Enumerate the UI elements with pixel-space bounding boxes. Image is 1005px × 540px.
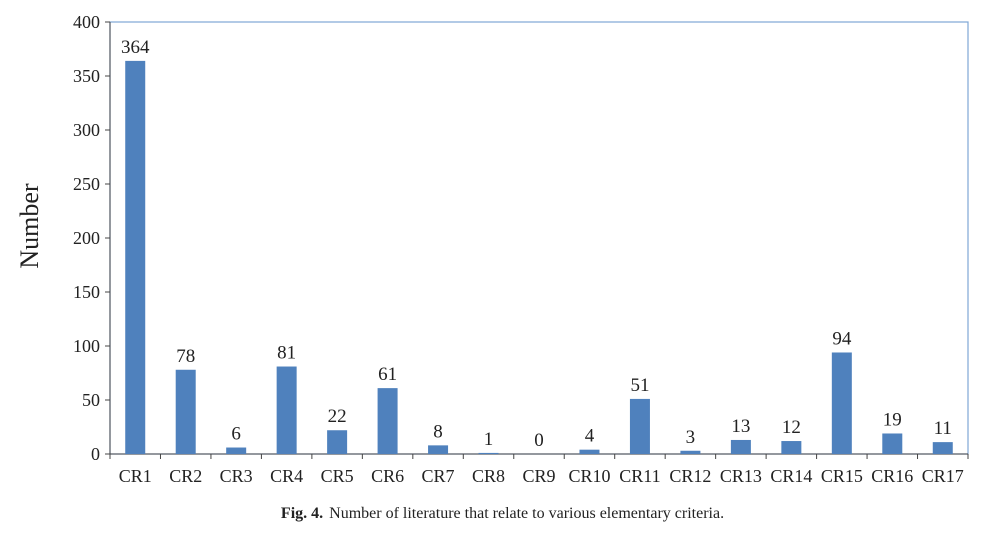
x-tick-label-cr17: CR17 <box>922 466 964 486</box>
y-tick-label: 400 <box>73 12 100 32</box>
bar-cr17 <box>932 442 953 454</box>
y-tick-label: 300 <box>73 120 100 140</box>
x-tick-label-cr13: CR13 <box>720 466 762 486</box>
y-tick-label: 0 <box>91 444 100 464</box>
bar-cr16 <box>882 433 903 454</box>
data-label-cr11: 51 <box>630 375 649 396</box>
y-tick-label: 50 <box>82 390 100 410</box>
bar-cr15 <box>831 352 852 454</box>
data-label-cr12: 3 <box>686 427 696 448</box>
x-tick-label-cr7: CR7 <box>422 466 455 486</box>
data-label-cr7: 8 <box>433 421 443 442</box>
x-tick-label-cr9: CR9 <box>522 466 555 486</box>
bar-cr4 <box>276 366 297 454</box>
data-label-cr4: 81 <box>277 343 296 364</box>
y-tick-label: 250 <box>73 174 100 194</box>
data-label-cr5: 22 <box>328 406 347 427</box>
data-label-cr3: 6 <box>231 424 241 445</box>
data-label-cr13: 13 <box>731 416 750 437</box>
bar-cr8 <box>478 452 499 454</box>
data-label-cr6: 61 <box>378 364 397 385</box>
data-label-cr17: 11 <box>934 418 952 439</box>
x-tick-label-cr10: CR10 <box>568 466 610 486</box>
bar-cr12 <box>680 450 701 454</box>
x-tick-label-cr16: CR16 <box>871 466 913 486</box>
data-label-cr16: 19 <box>883 409 902 430</box>
data-label-cr1: 364 <box>121 37 150 58</box>
x-tick-label-cr3: CR3 <box>220 466 253 486</box>
bar-cr10 <box>579 449 600 454</box>
data-label-cr15: 94 <box>832 328 852 349</box>
x-tick-label-cr2: CR2 <box>169 466 202 486</box>
caption-text: Number of literature that relate to vari… <box>329 505 725 522</box>
y-axis-label: Number <box>15 183 44 269</box>
data-label-cr9: 0 <box>534 430 544 451</box>
bar-cr2 <box>175 369 196 454</box>
bar-cr1 <box>125 60 146 454</box>
data-label-cr2: 78 <box>176 346 195 367</box>
bar-cr13 <box>730 439 751 454</box>
bar-cr7 <box>428 445 449 454</box>
data-label-cr14: 12 <box>782 417 801 438</box>
bar-cr6 <box>377 388 398 454</box>
bar-cr11 <box>629 398 650 454</box>
data-label-cr8: 1 <box>484 429 494 450</box>
x-tick-label-cr1: CR1 <box>119 466 152 486</box>
x-tick-label-cr4: CR4 <box>270 466 303 486</box>
bar-cr14 <box>781 441 802 454</box>
data-label-cr10: 4 <box>585 426 595 447</box>
y-tick-label: 100 <box>73 336 100 356</box>
y-tick-label: 200 <box>73 228 100 248</box>
bar-cr3 <box>226 447 247 454</box>
y-tick-label: 150 <box>73 282 100 302</box>
bar-cr5 <box>327 430 348 454</box>
x-tick-label-cr11: CR11 <box>619 466 660 486</box>
x-tick-label-cr6: CR6 <box>371 466 404 486</box>
x-tick-label-cr12: CR12 <box>669 466 711 486</box>
x-tick-label-cr8: CR8 <box>472 466 505 486</box>
figure-caption: Fig. 4. Number of literature that relate … <box>0 505 1005 523</box>
caption-label: Fig. 4. <box>280 505 324 522</box>
x-tick-label-cr14: CR14 <box>770 466 812 486</box>
y-tick-label: 350 <box>73 66 100 86</box>
x-tick-label-cr15: CR15 <box>821 466 863 486</box>
x-tick-label-cr5: CR5 <box>321 466 354 486</box>
